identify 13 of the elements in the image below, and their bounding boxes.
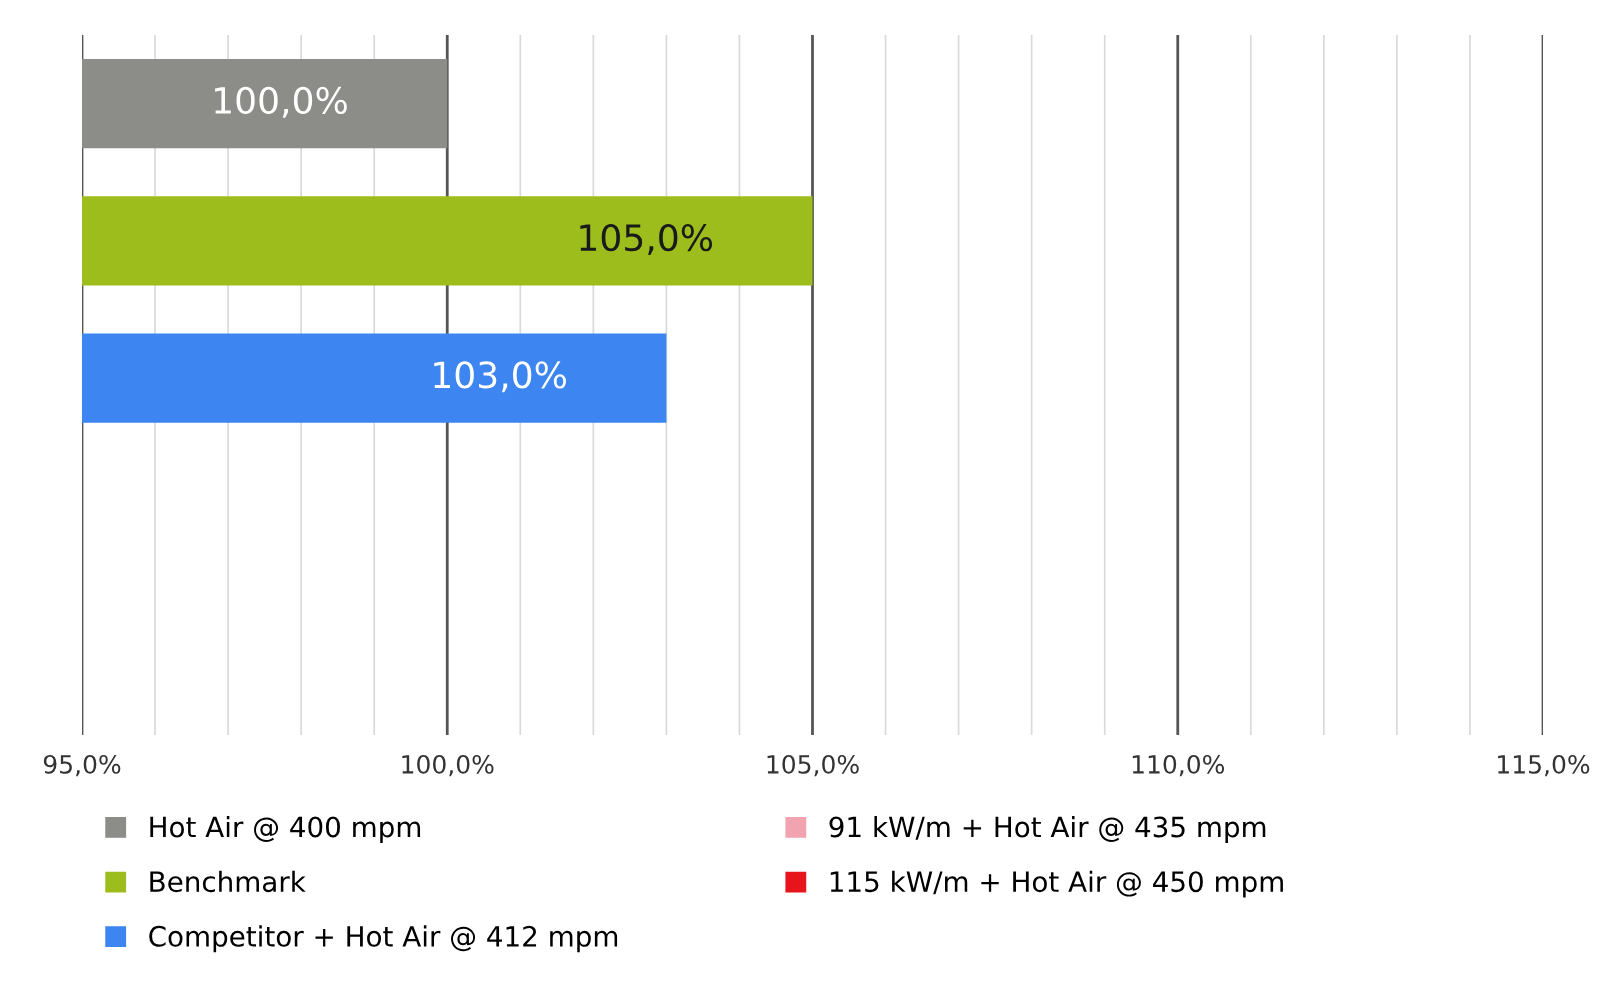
legend-label: Hot Air @ 400 mpm <box>150 816 421 843</box>
data-label: 103,0% <box>434 361 566 393</box>
legend-label: Benchmark <box>150 870 306 893</box>
x-tick-label: 95,0% <box>43 754 121 777</box>
legend-label: 115 kW/m + Hot Air @ 450 mpm <box>830 870 1283 898</box>
data-label: 105,0% <box>580 224 713 256</box>
x-tick-label: 105,0% <box>767 754 859 777</box>
legend-label: 91 kW/m + Hot Air @ 435 mpm <box>829 816 1266 843</box>
legend-label: Competitor + Hot Air @ 412 mpm <box>149 925 618 953</box>
x-tick-label: 110,0% <box>1132 754 1225 777</box>
x-tick-label: 115,0% <box>1498 754 1590 777</box>
x-tick-label: 100,0% <box>402 754 494 777</box>
data-label: 100,0% <box>215 86 347 118</box>
